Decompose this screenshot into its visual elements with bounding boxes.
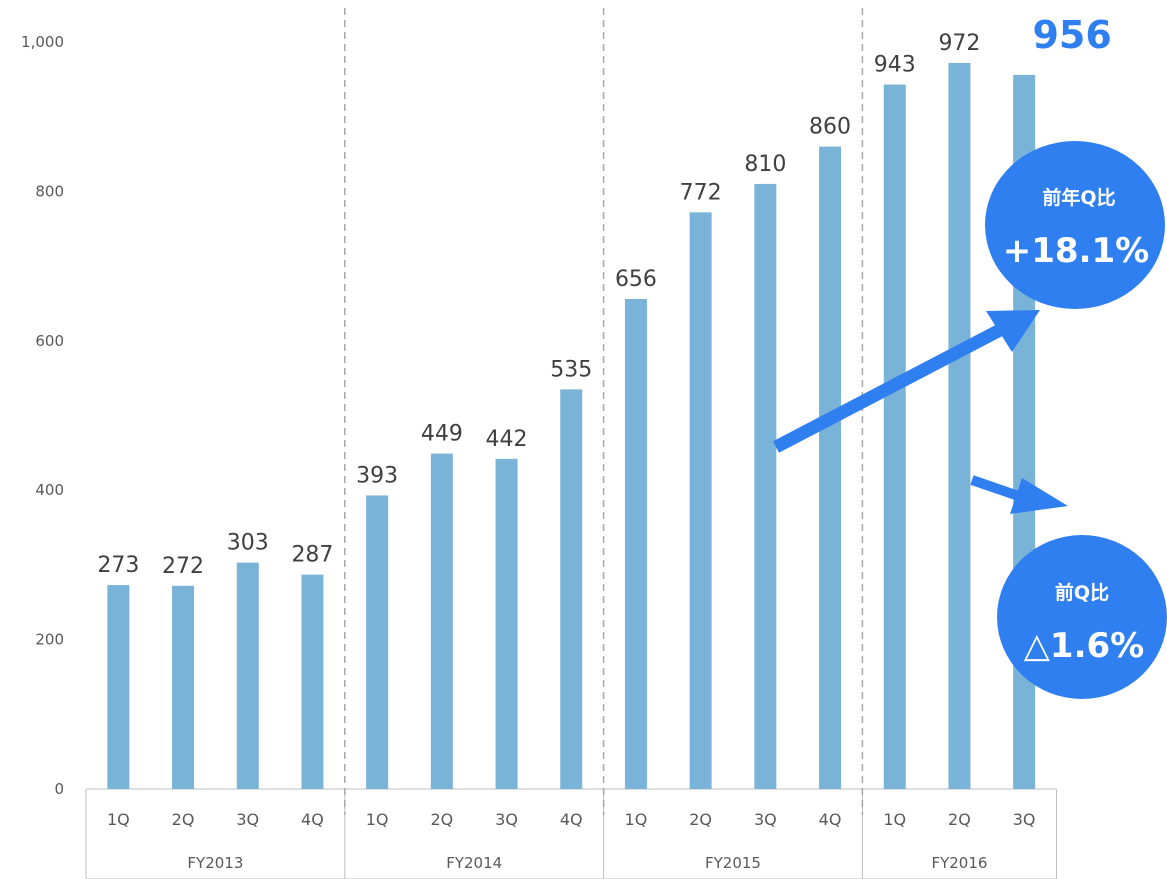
x-tick-label: 2Q: [430, 810, 453, 829]
data-label: 656: [615, 267, 657, 292]
fiscal-year-dividers: [344, 8, 864, 815]
yoy-callout-value: +18.1%: [1003, 231, 1149, 271]
bar-series: [107, 62, 1036, 790]
bar: [172, 585, 195, 789]
bar: [495, 458, 518, 789]
data-label: 273: [97, 553, 139, 578]
yoy-callout: 前年Q比 +18.1%: [985, 141, 1165, 309]
x-tick-label: 1Q: [625, 810, 648, 829]
bar: [948, 62, 971, 789]
x-tick-label: 3Q: [1013, 810, 1036, 829]
data-label: 943: [874, 53, 916, 78]
y-tick-label: 800: [35, 182, 64, 200]
x-tick-label: 1Q: [107, 810, 130, 829]
data-label: 972: [938, 31, 980, 56]
x-tick-label: 2Q: [689, 810, 712, 829]
y-tick-label: 200: [35, 631, 64, 649]
x-tick-label: 4Q: [301, 810, 324, 829]
y-tick-label: 0: [54, 780, 64, 798]
fiscal-year-label: FY2015: [705, 854, 761, 872]
y-tick-label: 600: [35, 332, 64, 350]
data-label: 810: [744, 152, 786, 177]
data-label: 303: [227, 531, 269, 556]
qoq-arrow: [970, 475, 1068, 514]
data-label: 287: [291, 543, 333, 568]
bar: [366, 495, 389, 789]
y-tick-label: 400: [35, 481, 64, 499]
fiscal-year-label: FY2013: [187, 854, 243, 872]
bar: [430, 453, 453, 789]
x-tick-label: 3Q: [236, 810, 259, 829]
fiscal-year-label: FY2014: [446, 854, 502, 872]
bar: [819, 146, 842, 789]
x-axis: 1Q 2Q 3Q 4Q 1Q 2Q 3Q 4Q 1Q 2Q 3Q 4Q 1Q 2Q 3Q FY2013 FY20…: [85, 788, 1057, 879]
bar: [754, 183, 777, 789]
yoy-callout-title: 前年Q比: [1042, 186, 1115, 209]
data-label: 272: [162, 554, 204, 579]
qoq-callout-title: 前Q比: [1055, 581, 1109, 604]
x-tick-label: 4Q: [819, 810, 842, 829]
bar: [689, 212, 712, 790]
bar: [107, 585, 130, 789]
highlight-value-label: 956: [1032, 13, 1111, 57]
data-label: 860: [809, 115, 851, 140]
x-tick-label: 3Q: [754, 810, 777, 829]
yoy-arrow: [772, 310, 1040, 453]
qoq-callout: 前Q比 △1.6%: [997, 535, 1167, 699]
data-label: 393: [356, 463, 398, 488]
data-label: 772: [680, 180, 722, 205]
y-tick-label: 1,000: [21, 33, 64, 51]
x-tick-label: 2Q: [172, 810, 195, 829]
x-tick-label: 1Q: [883, 810, 906, 829]
data-label: 442: [486, 427, 528, 452]
value-labels: 273 272 303 287 393 449 442 535 656 772 810 860 943 9…: [97, 13, 1111, 579]
x-tick-label: 3Q: [495, 810, 518, 829]
data-label: 449: [421, 422, 463, 447]
x-tick-label: 1Q: [366, 810, 389, 829]
bar: [236, 562, 259, 789]
bar: [883, 84, 906, 790]
x-tick-label: 2Q: [948, 810, 971, 829]
fiscal-year-label: FY2016: [931, 854, 987, 872]
data-label: 535: [550, 357, 592, 382]
qoq-callout-value: △1.6%: [1024, 626, 1144, 666]
bar: [624, 298, 647, 789]
x-tick-label: 4Q: [560, 810, 583, 829]
bar: [301, 574, 324, 789]
bar: [560, 389, 583, 789]
y-axis: 0 200 400 600 800 1,000: [21, 33, 64, 798]
